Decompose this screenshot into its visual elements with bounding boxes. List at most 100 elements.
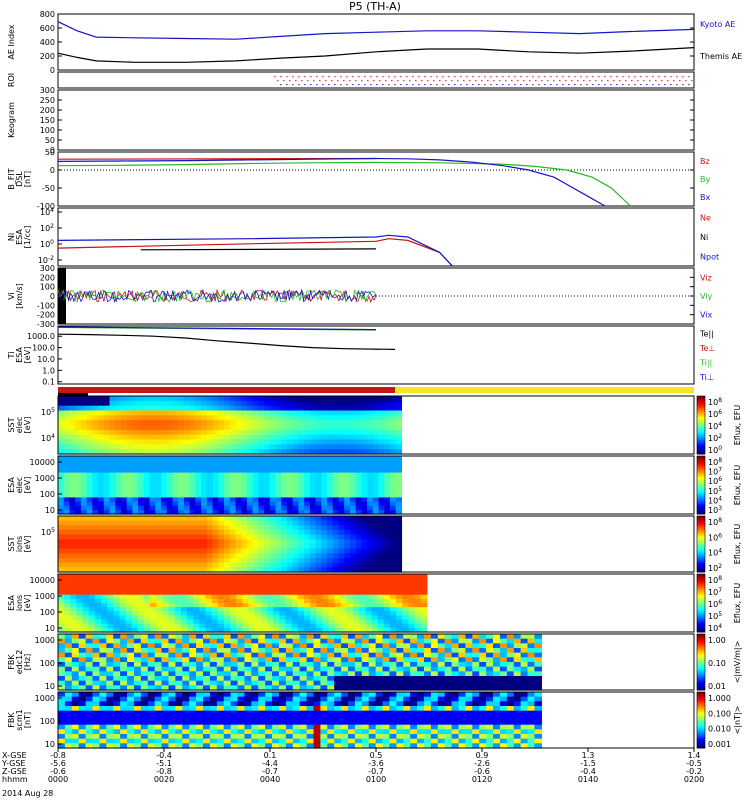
sst_i-cell	[178, 544, 185, 550]
esa_e-cell	[349, 497, 357, 503]
esa_i-cell	[340, 594, 348, 600]
esa_i-cell	[162, 603, 170, 608]
esa_i-cell	[291, 582, 299, 588]
sst_i-cell	[286, 567, 294, 573]
sst_e-cell	[275, 410, 282, 416]
esa_i-cell	[346, 590, 354, 596]
sst_i-cell	[241, 562, 248, 568]
sst_e-cell	[206, 439, 214, 445]
esa_e-cell	[115, 509, 122, 515]
fbk_b-cell	[161, 692, 170, 698]
esa_i-colorbar-cell	[697, 604, 705, 608]
esa_e-cell	[166, 493, 174, 499]
sst_e-colorbar-cell	[697, 432, 705, 436]
sst_i-cell	[395, 534, 403, 540]
esa_e-cell	[120, 493, 128, 499]
esa_i-cell	[174, 594, 182, 600]
sst_i-cell	[138, 548, 145, 554]
esa_e-cell	[224, 509, 231, 515]
esa_i-cell	[377, 623, 385, 629]
esa_i-cell	[316, 611, 323, 617]
esa_i-cell	[101, 623, 108, 629]
esa_i-cell	[267, 619, 274, 625]
esa_i-cell	[285, 586, 293, 592]
esa_e-cell	[149, 480, 156, 486]
esa_i-cell	[230, 574, 237, 579]
esa_i-cell	[303, 615, 311, 621]
fbk_e-cell	[196, 643, 204, 649]
sst_e-cell	[109, 434, 116, 441]
esa_i-cell	[279, 607, 287, 612]
esa_i-cell	[70, 607, 78, 612]
esa_i-cell	[322, 578, 330, 583]
esa_e-cell	[212, 476, 219, 482]
sst_e-cell	[155, 410, 162, 416]
fbk_e-cell	[410, 648, 418, 654]
esa_i-cell	[248, 598, 256, 604]
sst_e-cell	[98, 434, 105, 441]
sst_i-cell	[269, 567, 277, 573]
sst_e-cell	[298, 405, 305, 412]
sst_i-colorbar-cell	[697, 534, 705, 538]
sst_i-cell	[86, 525, 93, 531]
sst_i-cell	[172, 558, 179, 564]
vi-ylabel: Vi [km/s]	[7, 283, 24, 309]
sst_e-cell	[109, 415, 116, 421]
sst_i-cell	[327, 558, 334, 564]
sst_e-cell	[178, 444, 185, 450]
esa_e-cell	[327, 489, 334, 494]
esa_i-cell	[205, 574, 213, 579]
esa_e-cell	[332, 493, 340, 499]
sst_e-cell	[195, 420, 202, 426]
fbk_e-cell	[127, 643, 135, 649]
roi-dot	[457, 80, 459, 82]
sst_i-cell	[161, 567, 168, 573]
sst_i-cell	[349, 539, 357, 545]
sst_e-cell	[389, 400, 397, 407]
fbk_b-cell	[272, 696, 280, 702]
sst_i-cell	[92, 567, 99, 573]
roi-dot	[538, 76, 540, 78]
sst_e-cell	[372, 400, 380, 407]
esa_e-cell	[109, 501, 116, 507]
esa_i-cell	[144, 582, 151, 588]
esa_i-cell	[125, 627, 133, 633]
esa_e-cell	[98, 480, 105, 486]
esa_e-cell	[69, 489, 76, 494]
sst_e-cell	[361, 425, 368, 431]
fbk_b-cell	[265, 715, 273, 721]
esa_e-cell	[183, 468, 191, 474]
sst_e-cell	[372, 429, 380, 436]
esa_e-cell	[126, 509, 134, 515]
sst_i-cell	[389, 539, 397, 545]
esa_i-cell	[230, 611, 237, 617]
fbk_e-cell	[299, 685, 308, 691]
fbk_e-cell	[458, 643, 467, 649]
bfit-ytick-label: -50	[42, 184, 55, 193]
esa_i-cell	[64, 582, 71, 588]
esa_i-cell	[88, 578, 96, 583]
fbk_e-cell	[320, 638, 328, 644]
sst_i-cell	[143, 539, 151, 545]
sst_i-cell	[218, 562, 225, 568]
sst_i-cell	[389, 520, 397, 526]
sst_i-cell	[269, 530, 277, 536]
esa_e-cell	[281, 468, 288, 474]
roi-dot	[460, 76, 462, 78]
roi-dot	[505, 80, 507, 82]
esa_e-cell	[166, 476, 174, 482]
esa_e-cell	[298, 480, 305, 486]
bfit-ylabel: B_FIT DSL [nT]	[7, 168, 32, 189]
roi-dot	[673, 80, 675, 82]
sst_e-cell	[58, 396, 65, 402]
esa_e-cell	[246, 509, 254, 515]
esa_i-cell	[414, 607, 422, 612]
sst_i-cell	[235, 558, 242, 564]
sst_i-cell	[241, 539, 248, 545]
sst_i-cell	[212, 567, 219, 573]
sst_e-colorbar-cell	[697, 403, 705, 407]
sst_i-cell	[298, 544, 305, 550]
sst_i-cell	[172, 530, 179, 536]
esa_e-colorbar-cell	[697, 490, 705, 494]
sst_e-cell	[224, 444, 231, 450]
